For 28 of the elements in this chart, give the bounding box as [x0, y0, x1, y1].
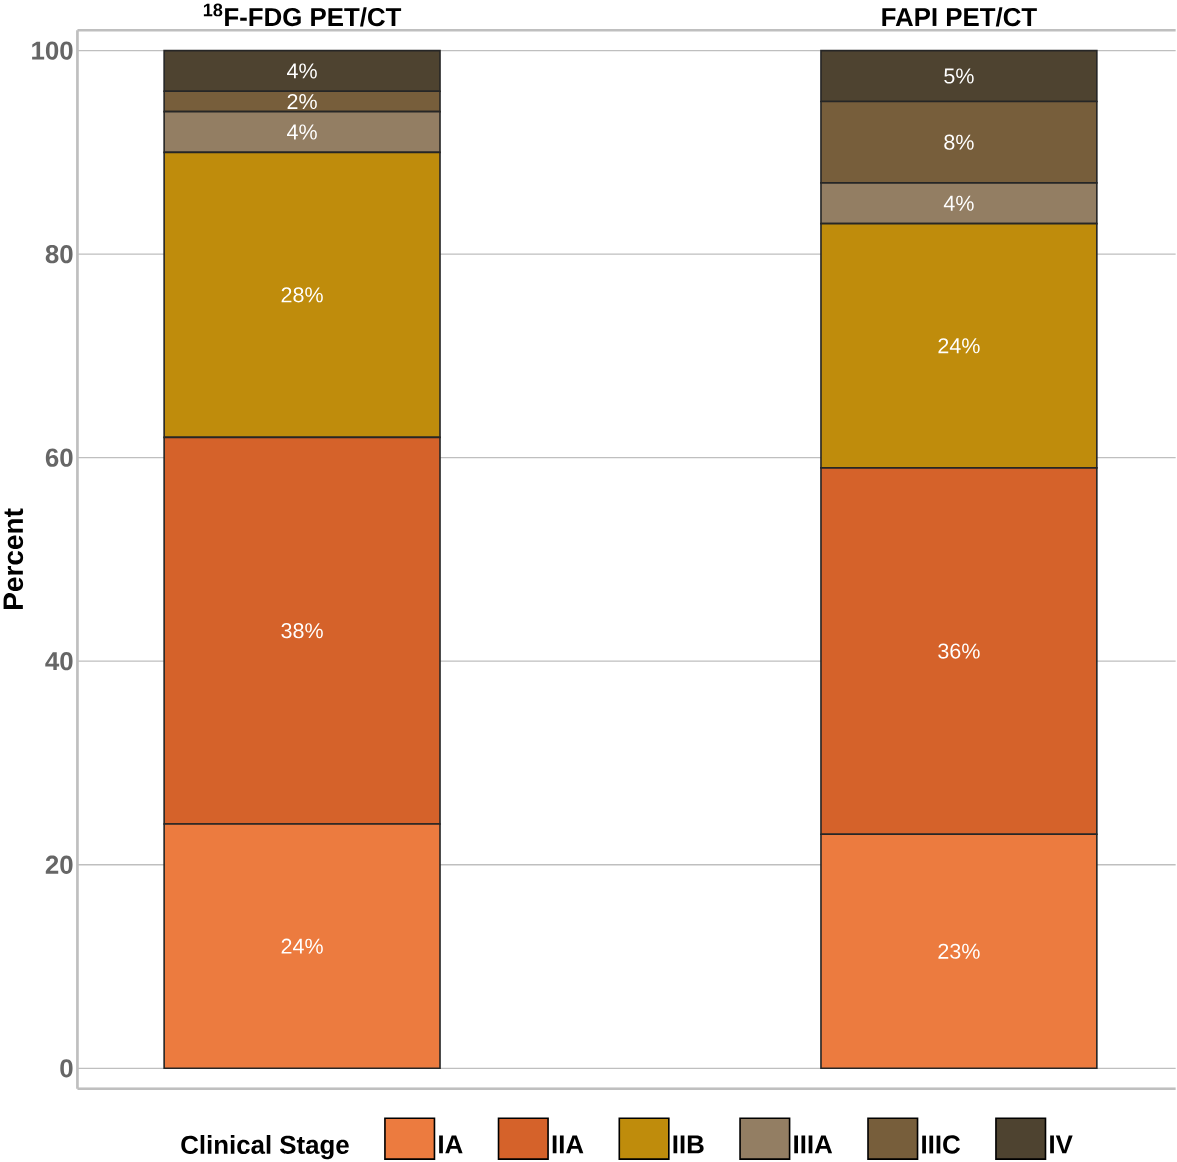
- legend-label: IV: [1050, 1135, 1073, 1154]
- data-label: 2%: [287, 93, 317, 109]
- y-tick-label: 100: [32, 41, 73, 60]
- data-label: 28%: [281, 287, 323, 303]
- legend-label: IIIA: [794, 1135, 833, 1154]
- data-label: 24%: [281, 938, 323, 954]
- data-label: 5%: [944, 68, 974, 84]
- y-tick-label: 80: [45, 244, 73, 264]
- y-axis-title: Percent: [3, 508, 24, 609]
- data-label: 38%: [281, 623, 323, 639]
- y-tick-label: 40: [45, 652, 73, 671]
- x-tick-label: $^{18}$F-FDG PET/CT: [203, 3, 402, 27]
- data-label: 4%: [943, 195, 974, 211]
- y-tick-label: 20: [45, 855, 73, 874]
- legend-label: IIB: [673, 1135, 704, 1154]
- data-label: 36%: [938, 643, 980, 659]
- legend-label: IIA: [552, 1135, 584, 1154]
- y-tick-label: 0: [60, 1059, 73, 1078]
- y-tick-label: 60: [45, 448, 73, 467]
- legend-title: Clinical Stage: [181, 1134, 349, 1160]
- legend-label: IIIC: [922, 1135, 960, 1154]
- legend-label: IA: [439, 1135, 463, 1154]
- data-label: 23%: [938, 943, 980, 959]
- data-label: 24%: [938, 338, 980, 354]
- data-label: 4%: [287, 124, 317, 140]
- data-label: 4%: [287, 63, 317, 79]
- data-label: 8%: [944, 134, 974, 150]
- x-tick-label: FAPI PET/CT: [882, 7, 1037, 27]
